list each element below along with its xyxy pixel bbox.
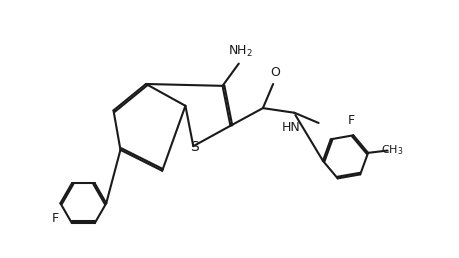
Text: CH$_3$: CH$_3$ [381, 144, 403, 157]
Text: NH$_2$: NH$_2$ [228, 44, 253, 59]
Text: HN: HN [281, 121, 300, 134]
Text: S: S [190, 140, 199, 154]
Text: F: F [51, 212, 58, 225]
Text: F: F [347, 114, 355, 127]
Text: O: O [270, 66, 280, 79]
